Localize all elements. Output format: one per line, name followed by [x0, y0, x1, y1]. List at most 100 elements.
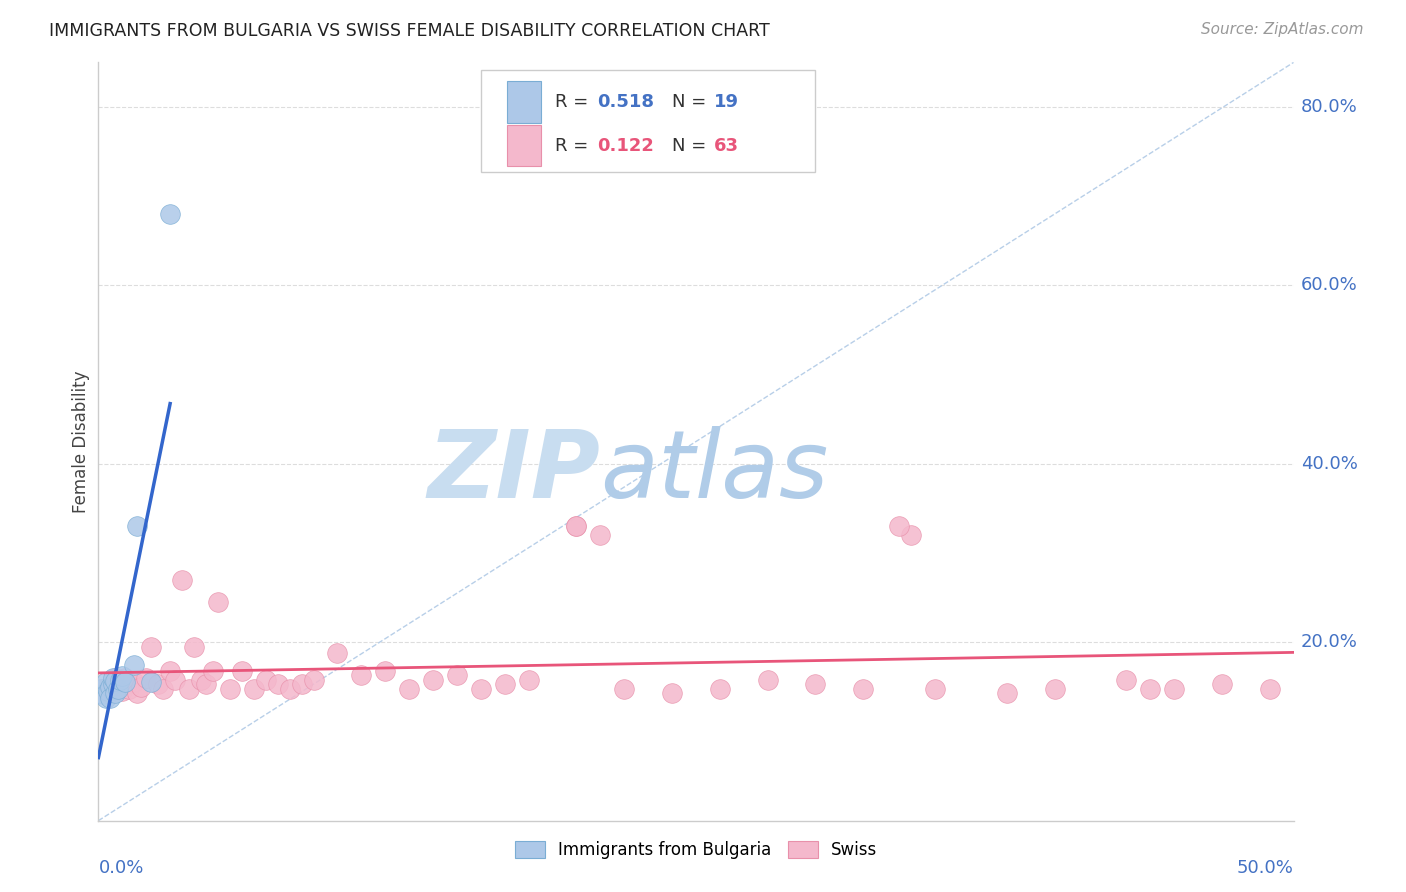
Point	[207, 595, 229, 609]
Text: 80.0%: 80.0%	[1301, 98, 1357, 116]
Point	[350, 668, 373, 682]
Text: 50.0%: 50.0%	[1237, 858, 1294, 877]
Point	[135, 671, 157, 685]
Point	[104, 673, 127, 688]
Text: Source: ZipAtlas.com: Source: ZipAtlas.com	[1201, 22, 1364, 37]
Point	[1211, 677, 1233, 691]
Text: atlas: atlas	[600, 426, 828, 517]
Point	[118, 681, 141, 696]
Point	[131, 680, 153, 694]
Point	[302, 673, 325, 687]
Point	[889, 519, 911, 533]
Text: R =: R =	[555, 136, 593, 154]
Point	[98, 680, 122, 694]
Text: 0.122: 0.122	[596, 136, 654, 154]
Point	[125, 686, 148, 700]
Text: R =: R =	[555, 93, 593, 111]
Point	[1139, 681, 1161, 696]
Point	[107, 681, 129, 696]
Point	[243, 681, 266, 696]
Point	[398, 681, 420, 696]
Point	[1258, 681, 1281, 696]
Point	[190, 673, 212, 687]
Point	[90, 681, 112, 696]
Text: 40.0%: 40.0%	[1301, 455, 1358, 473]
Point	[104, 671, 127, 685]
Text: ZIP: ZIP	[427, 425, 600, 518]
Text: 63: 63	[714, 136, 740, 154]
Point	[1115, 673, 1137, 687]
Point	[924, 681, 946, 696]
Point	[159, 207, 181, 221]
Point	[139, 675, 162, 690]
Point	[291, 677, 314, 691]
Point	[494, 677, 516, 691]
Point	[1163, 681, 1185, 696]
Point	[589, 528, 612, 542]
FancyBboxPatch shape	[508, 81, 541, 123]
Point	[111, 669, 134, 683]
Point	[267, 677, 290, 691]
Text: 0.0%: 0.0%	[98, 858, 143, 877]
Legend: Immigrants from Bulgaria, Swiss: Immigrants from Bulgaria, Swiss	[508, 834, 884, 865]
Point	[179, 681, 201, 696]
Point	[124, 657, 146, 672]
Point	[231, 664, 253, 678]
Point	[98, 690, 122, 705]
Point	[94, 675, 117, 690]
FancyBboxPatch shape	[481, 70, 815, 172]
Point	[139, 640, 162, 654]
Text: 20.0%: 20.0%	[1301, 633, 1358, 651]
Point	[172, 573, 194, 587]
Point	[114, 671, 136, 685]
Text: N =: N =	[672, 136, 711, 154]
Point	[183, 640, 205, 654]
Point	[709, 681, 731, 696]
Point	[202, 664, 225, 678]
Point	[613, 681, 636, 696]
Point	[195, 677, 218, 691]
Point	[108, 673, 131, 687]
Point	[278, 681, 301, 696]
Text: 60.0%: 60.0%	[1301, 277, 1357, 294]
Point	[1043, 681, 1066, 696]
Point	[374, 664, 396, 678]
Point	[565, 519, 588, 533]
Text: IMMIGRANTS FROM BULGARIA VS SWISS FEMALE DISABILITY CORRELATION CHART: IMMIGRANTS FROM BULGARIA VS SWISS FEMALE…	[49, 22, 770, 40]
Point	[995, 686, 1018, 700]
Point	[97, 681, 120, 696]
Point	[98, 684, 122, 698]
Point	[219, 681, 242, 696]
Point	[852, 681, 875, 696]
Point	[152, 681, 174, 696]
Point	[107, 680, 129, 694]
Point	[804, 677, 827, 691]
Point	[422, 673, 444, 687]
Point	[115, 677, 138, 691]
Point	[91, 687, 114, 701]
Point	[101, 677, 124, 691]
Point	[661, 686, 683, 700]
Point	[101, 678, 124, 692]
Point	[326, 646, 349, 660]
Point	[163, 673, 186, 687]
Point	[101, 671, 124, 685]
Point	[756, 673, 779, 687]
Text: 19: 19	[714, 93, 740, 111]
Point	[111, 684, 134, 698]
Y-axis label: Female Disability: Female Disability	[72, 370, 90, 513]
Text: N =: N =	[672, 93, 711, 111]
Point	[124, 675, 146, 690]
Point	[91, 681, 114, 696]
Point	[254, 673, 277, 687]
Point	[446, 668, 468, 682]
Point	[94, 690, 117, 705]
Point	[148, 677, 170, 691]
Point	[125, 519, 148, 533]
Point	[900, 528, 922, 542]
Point	[565, 519, 588, 533]
Point	[517, 673, 540, 687]
Text: 0.518: 0.518	[596, 93, 654, 111]
Point	[97, 684, 120, 698]
Point	[159, 664, 181, 678]
